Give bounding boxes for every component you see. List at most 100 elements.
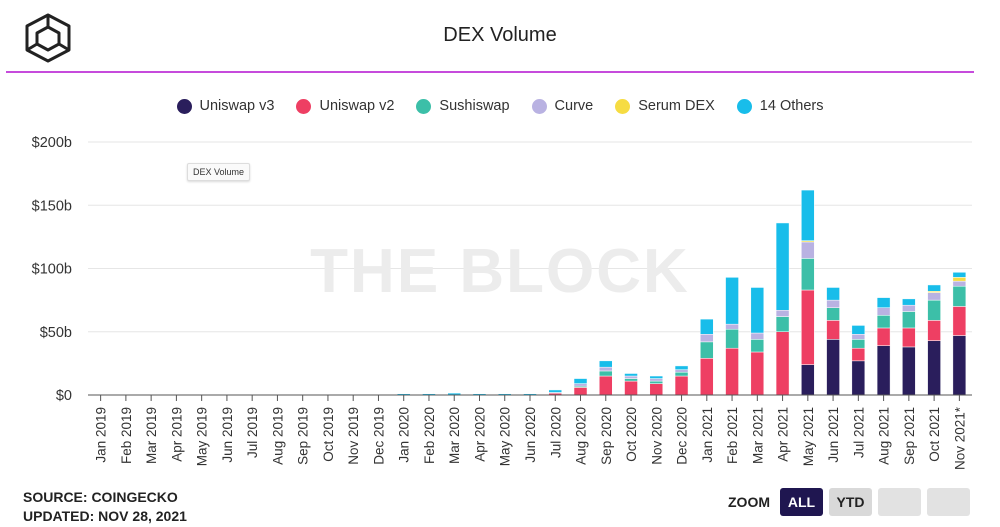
watermark: THE BLOCK xyxy=(310,237,690,306)
x-tick-label: Mar 2019 xyxy=(144,407,159,464)
zoom-controls: ZOOM ALL YTD xyxy=(728,488,970,516)
bar-segment xyxy=(801,241,815,259)
bar-segment xyxy=(876,307,891,316)
bar-segment xyxy=(826,287,840,301)
legend-item-2[interactable]: Sushiswap xyxy=(416,98,510,114)
x-tick-label: Jan 2019 xyxy=(94,407,109,463)
x-tick-label: Jun 2021 xyxy=(826,407,841,463)
bar-segment xyxy=(902,311,916,329)
legend-swatch xyxy=(615,98,631,114)
legend-item-5[interactable]: 14 Others xyxy=(736,98,824,114)
bar-segment xyxy=(775,316,790,333)
legend-label: 14 Others xyxy=(759,98,824,114)
bar-segment xyxy=(801,189,815,241)
x-tick-label: Jun 2020 xyxy=(523,407,538,463)
x-tick-label: Jan 2020 xyxy=(397,407,412,463)
bar-segment xyxy=(851,325,866,335)
bar-segment xyxy=(573,383,588,387)
bar-segment xyxy=(927,320,941,341)
bar-segment xyxy=(599,360,613,368)
chart-title: DEX Volume xyxy=(443,24,557,46)
logo xyxy=(22,12,74,64)
y-tick-label: $0 xyxy=(56,388,72,404)
legend-item-1[interactable]: Uniswap v2 xyxy=(296,98,394,114)
x-tick-label: Mar 2020 xyxy=(447,407,462,464)
y-tick-label: $50b xyxy=(40,325,72,341)
x-tick-label: Oct 2019 xyxy=(321,407,336,462)
bar-segment xyxy=(750,287,765,334)
bar-segment xyxy=(649,378,664,382)
bar-segment xyxy=(927,340,941,396)
bar-segment xyxy=(826,307,840,321)
legend-label: Uniswap v3 xyxy=(199,98,275,114)
zoom-ytd-button[interactable]: YTD xyxy=(829,488,872,516)
bar-segment xyxy=(876,345,891,396)
legend-label: Curve xyxy=(554,98,594,114)
x-tick-label: Nov 2021* xyxy=(952,406,967,470)
bar-segment xyxy=(649,375,664,379)
bar-segment xyxy=(674,369,689,373)
legend-swatch xyxy=(531,98,547,114)
x-tick-label: Dec 2020 xyxy=(675,407,690,465)
bar-segment xyxy=(952,277,967,282)
bar-segment xyxy=(624,380,638,396)
y-tick-label: $200b xyxy=(32,135,72,151)
x-tick-label: Oct 2021 xyxy=(927,407,942,462)
bar-segment xyxy=(851,347,866,362)
source-note: SOURCE: COINGECKO UPDATED: NOV 28, 2021 xyxy=(23,488,187,526)
zoom-range-button-2[interactable] xyxy=(927,488,970,516)
bar-segment xyxy=(775,331,790,396)
bar-segment xyxy=(876,327,891,346)
x-tick-label: Aug 2020 xyxy=(574,407,589,465)
bar-segment xyxy=(952,280,967,287)
bar-segment xyxy=(700,334,714,343)
bar-segment xyxy=(801,289,815,365)
the-block-cube-icon xyxy=(25,13,71,63)
bar-segment xyxy=(700,358,714,396)
bar-segment xyxy=(548,389,563,393)
tooltip: DEX Volume xyxy=(187,163,251,181)
bar-segment xyxy=(927,299,941,321)
x-tick-label: Aug 2019 xyxy=(270,407,285,465)
bar-segment xyxy=(775,309,790,317)
bar-segment xyxy=(725,323,739,330)
y-tick-label: $100b xyxy=(32,262,72,278)
legend-item-0[interactable]: Uniswap v3 xyxy=(176,98,275,114)
legend-item-3[interactable]: Curve xyxy=(531,98,594,114)
x-tick-label: May 2020 xyxy=(498,407,513,466)
bar-segment xyxy=(624,378,638,382)
x-tick-label: Feb 2020 xyxy=(422,407,437,464)
bar-segment xyxy=(902,298,916,306)
legend-swatch xyxy=(416,98,432,114)
x-tick-label: Apr 2020 xyxy=(472,407,487,462)
legend-label: Uniswap v2 xyxy=(319,98,395,114)
legend-swatch xyxy=(296,98,312,114)
bar-segment xyxy=(876,315,891,329)
bar-segment xyxy=(801,258,815,291)
y-tick-label: $150b xyxy=(32,198,72,214)
legend: Uniswap v3 Uniswap v2 Sushiswap Curve Serum … xyxy=(0,98,1000,114)
x-tick-label: May 2019 xyxy=(195,407,210,466)
x-tick-label: Jul 2019 xyxy=(245,407,260,458)
bar-segment xyxy=(851,360,866,396)
x-tick-label: Apr 2021 xyxy=(776,407,791,462)
bar-segment xyxy=(952,285,967,307)
bar-segment xyxy=(573,378,588,384)
bar-segment xyxy=(750,339,765,353)
x-tick-label: Jul 2020 xyxy=(548,407,563,458)
bar-segment xyxy=(927,284,941,292)
bar-segment xyxy=(674,365,689,370)
zoom-range-button-1[interactable] xyxy=(878,488,921,516)
x-tick-label: Aug 2021 xyxy=(877,407,892,465)
x-tick-label: Nov 2020 xyxy=(649,407,664,465)
bar-segment xyxy=(725,328,739,349)
legend-item-4[interactable]: Serum DEX xyxy=(615,98,715,114)
bar-segment xyxy=(624,373,638,377)
x-tick-label: Apr 2019 xyxy=(169,407,184,462)
legend-swatch xyxy=(736,98,752,114)
legend-swatch xyxy=(176,98,192,114)
zoom-label: ZOOM xyxy=(728,494,770,510)
bar-segment xyxy=(750,332,765,340)
bar-segment xyxy=(826,299,840,308)
zoom-all-button[interactable]: ALL xyxy=(780,488,823,516)
